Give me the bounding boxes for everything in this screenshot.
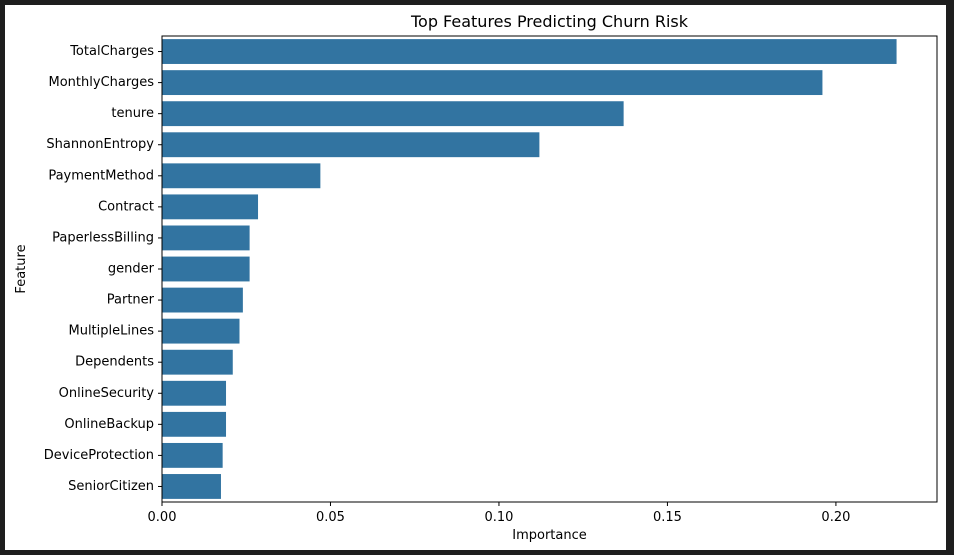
y-tick-label: OnlineBackup — [64, 417, 154, 432]
bar-MultipleLines — [162, 318, 240, 344]
y-tick-label: ShannonEntropy — [46, 137, 154, 152]
y-tick-label: MultipleLines — [68, 324, 154, 339]
x-tick-label: 0.05 — [316, 510, 345, 525]
y-tick-label: tenure — [111, 106, 154, 121]
y-tick-label: PaymentMethod — [48, 168, 154, 183]
bar-OnlineBackup — [162, 411, 227, 437]
bar-Dependents — [162, 349, 233, 375]
bar-chart: Top Features Predicting Churn Risk Total… — [14, 12, 938, 543]
bar-PaperlessBilling — [162, 225, 250, 251]
bar-DeviceProtection — [162, 442, 223, 468]
plot-frame — [161, 35, 938, 503]
bar-PaymentMethod — [162, 163, 321, 189]
y-tick-label: Dependents — [75, 355, 154, 370]
y-tick-label: OnlineSecurity — [59, 386, 155, 401]
y-tick-label: Contract — [98, 199, 154, 214]
y-axis-ticks: TotalCharges MonthlyCharges tenure ShannonE… — [44, 44, 162, 494]
chart-figure: Top Features Predicting Churn Risk Total… — [5, 5, 946, 550]
bars-group — [162, 39, 897, 499]
x-axis-label: Importance — [512, 528, 587, 543]
x-tick-label: 0.20 — [821, 510, 850, 525]
y-tick-label: PaperlessBilling — [52, 230, 154, 245]
bar-MonthlyCharges — [162, 70, 823, 96]
bar-SeniorCitizen — [162, 474, 221, 499]
y-tick-label: SeniorCitizen — [68, 479, 154, 494]
bar-ShannonEntropy — [162, 132, 540, 158]
y-tick-label: TotalCharges — [69, 44, 154, 59]
y-tick-label: gender — [108, 262, 155, 277]
chart-title: Top Features Predicting Churn Risk — [410, 12, 689, 31]
x-axis-ticks: 0.00 0.05 0.10 0.15 0.20 — [148, 502, 850, 525]
bar-Partner — [162, 287, 243, 313]
y-tick-label: Partner — [107, 293, 155, 308]
bar-TotalCharges — [162, 39, 897, 64]
bar-OnlineSecurity — [162, 380, 227, 406]
y-tick-label: MonthlyCharges — [49, 75, 155, 90]
x-tick-label: 0.15 — [653, 510, 682, 525]
bar-gender — [162, 256, 250, 282]
y-tick-label: DeviceProtection — [44, 448, 154, 463]
y-axis-label: Feature — [14, 244, 29, 293]
x-tick-label: 0.10 — [484, 510, 513, 525]
bar-tenure — [162, 101, 624, 127]
x-tick-label: 0.00 — [148, 510, 177, 525]
bar-Contract — [162, 194, 259, 220]
